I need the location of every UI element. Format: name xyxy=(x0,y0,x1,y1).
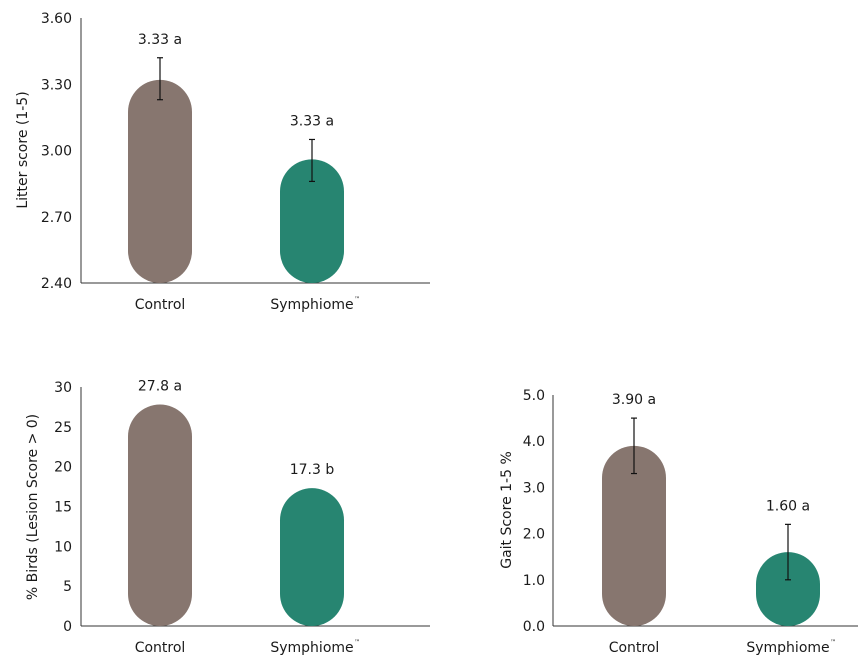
y-axis-title: Litter score (1-5) xyxy=(15,91,31,208)
bar-symphiome xyxy=(280,488,344,626)
data-label: 17.3 b xyxy=(290,462,335,478)
y-tick-label: 25 xyxy=(54,420,72,436)
y-axis-title: % Birds (Lesion Score > 0) xyxy=(25,414,41,600)
data-label: 1.60 a xyxy=(766,498,810,514)
y-tick-label: 0 xyxy=(63,619,72,635)
data-label: 3.33 a xyxy=(138,32,182,48)
category-label: Control xyxy=(609,640,660,656)
chart-panel-3: 0.0 1.0 2.0 3.0 4.0 5.0 Gait Score 1-5 % 3.90 a… xyxy=(499,388,858,656)
category-label: Symphiome xyxy=(270,640,353,656)
trademark-symbol: ™ xyxy=(354,639,360,646)
y-tick-label: 5.0 xyxy=(523,388,545,404)
y-tick-label: 10 xyxy=(54,539,72,555)
data-label: 3.90 a xyxy=(612,392,656,408)
y-tick-label: 3.60 xyxy=(41,11,72,27)
bar-control xyxy=(128,79,192,283)
bar-control xyxy=(602,445,666,626)
y-tick-label: 30 xyxy=(54,380,72,396)
y-tick-label: 2.70 xyxy=(41,210,72,226)
y-tick-label: 2.40 xyxy=(41,276,72,292)
category-label: Control xyxy=(135,297,186,313)
y-tick-label: 3.0 xyxy=(523,480,545,496)
y-tick-label: 3.00 xyxy=(41,144,72,160)
y-tick-label: 2.0 xyxy=(523,527,545,543)
y-tick-label: 4.0 xyxy=(523,434,545,450)
chart-panel-1: 2.40 2.70 3.00 3.30 3.60 Litter score (1-5) 3.… xyxy=(15,11,430,313)
trademark-symbol: ™ xyxy=(830,639,836,646)
data-label: 27.8 a xyxy=(138,379,182,395)
bar-control xyxy=(128,404,192,626)
bar-symphiome xyxy=(756,552,820,626)
category-label: Symphiome xyxy=(270,297,353,313)
y-axis-title: Gait Score 1-5 % xyxy=(499,451,515,569)
chart-panel-2: 0 5 10 15 20 25 30 % Birds (Lesion Score > 0) 27… xyxy=(25,379,430,656)
bar-symphiome xyxy=(280,159,344,283)
category-label: Symphiome xyxy=(746,640,829,656)
y-tick-label: 15 xyxy=(54,500,72,516)
y-tick-label: 3.30 xyxy=(41,77,72,93)
y-tick-label: 1.0 xyxy=(523,573,545,589)
y-tick-label: 5 xyxy=(63,579,72,595)
data-label: 3.33 a xyxy=(290,113,334,129)
trademark-symbol: ™ xyxy=(354,296,360,303)
y-tick-label: 20 xyxy=(54,460,72,476)
category-label: Control xyxy=(135,640,186,656)
y-tick-label: 0.0 xyxy=(523,619,545,635)
